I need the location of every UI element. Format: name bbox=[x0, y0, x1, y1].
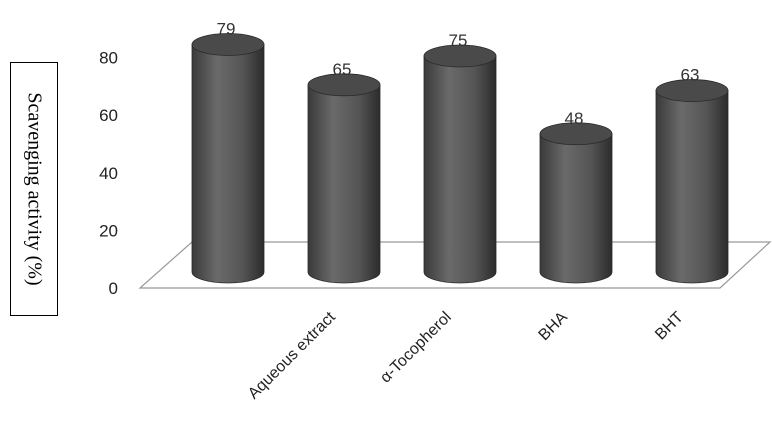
y-axis-label: Scavenging activity (%) bbox=[23, 92, 46, 286]
bar bbox=[307, 73, 381, 284]
bar-body bbox=[307, 84, 381, 284]
bar-top bbox=[307, 73, 381, 97]
bar bbox=[191, 33, 265, 284]
data-label: 75 bbox=[449, 31, 468, 50]
axis-layer: 0 20 40 60 80 bbox=[99, 49, 772, 298]
y-tick-label: 0 bbox=[109, 279, 118, 298]
bar-body bbox=[539, 133, 613, 284]
y-tick-label: 20 bbox=[99, 221, 118, 240]
bar-body bbox=[191, 44, 265, 284]
x-tick-label: Aqueous extract bbox=[245, 308, 339, 402]
data-label: 48 bbox=[565, 109, 584, 128]
bar-body bbox=[655, 90, 729, 284]
y-tick-label: 60 bbox=[99, 106, 118, 125]
x-tick-label: BHT bbox=[652, 309, 687, 344]
data-label: 65 bbox=[333, 60, 352, 79]
bar-top bbox=[423, 44, 497, 68]
bars-layer bbox=[191, 33, 729, 284]
data-label: 79 bbox=[217, 19, 236, 38]
y-tick-label: 80 bbox=[99, 49, 118, 68]
bar-body bbox=[423, 55, 497, 284]
bar bbox=[423, 44, 497, 284]
x-tick-label: BHA bbox=[536, 309, 572, 345]
bar-top bbox=[655, 79, 729, 102]
chart-floor bbox=[138, 241, 772, 289]
bar bbox=[539, 122, 613, 284]
bar-top bbox=[191, 33, 265, 56]
y-axis-label-box: Scavenging activity (%) bbox=[10, 62, 58, 316]
y-tick-label: 40 bbox=[99, 164, 118, 183]
data-label: 63 bbox=[681, 66, 700, 85]
x-tick-label: α-Tocopherol bbox=[377, 309, 455, 387]
bar bbox=[655, 79, 729, 284]
bar-top bbox=[539, 122, 613, 146]
